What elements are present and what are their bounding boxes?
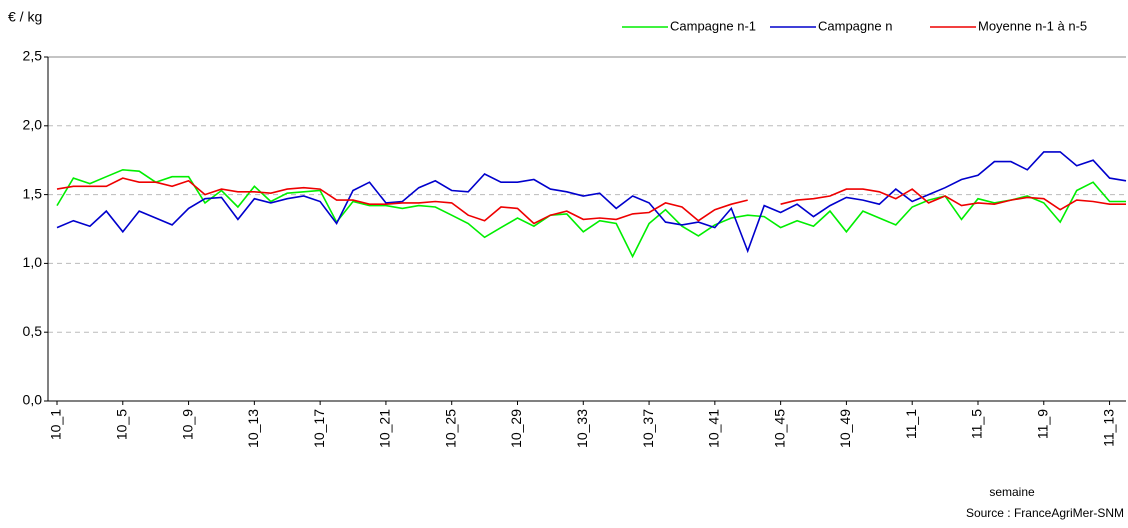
y-tick-label: 2,5: [23, 48, 43, 64]
y-tick-label: 0,0: [23, 392, 43, 408]
x-axis-label: semaine: [989, 485, 1035, 499]
x-tick-label: 10_13: [245, 409, 261, 448]
y-tick-label: 1,5: [23, 185, 43, 201]
x-tick-label: 11_13: [1100, 409, 1116, 447]
x-tick-label: 10_49: [837, 409, 853, 448]
x-tick-label: 11_9: [1034, 409, 1050, 439]
x-tick-label: 10_21: [377, 409, 393, 448]
x-tick-label: 10_25: [442, 409, 458, 448]
legend-label: Campagne n: [818, 18, 892, 33]
x-tick-label: 11_1: [903, 409, 919, 439]
legend-label: Moyenne n-1 à n-5: [978, 18, 1087, 33]
y-axis-label: € / kg: [8, 9, 42, 25]
series-line: [56, 151, 1127, 254]
legend-label: Campagne n-1: [670, 18, 756, 33]
x-tick-label: 11_5: [969, 409, 985, 439]
source-note: Source : FranceAgriMer-SNM: [966, 506, 1124, 520]
y-tick-label: 2,0: [23, 117, 43, 133]
x-tick-label: 10_33: [574, 409, 590, 448]
x-tick-label: 10_45: [771, 409, 787, 448]
series-line: [56, 177, 1126, 225]
x-tick-label: 10_41: [706, 409, 722, 448]
y-tick-label: 0,5: [23, 323, 43, 339]
x-tick-label: 10_17: [311, 409, 327, 448]
x-tick-label: 10_29: [508, 409, 524, 448]
x-tick-label: 10_9: [179, 409, 195, 440]
x-tick-label: 10_37: [640, 409, 656, 448]
x-tick-label: 10_1: [48, 409, 64, 440]
x-tick-label: 10_5: [113, 409, 129, 440]
y-tick-label: 1,0: [23, 254, 43, 270]
series-line: [56, 168, 1126, 259]
